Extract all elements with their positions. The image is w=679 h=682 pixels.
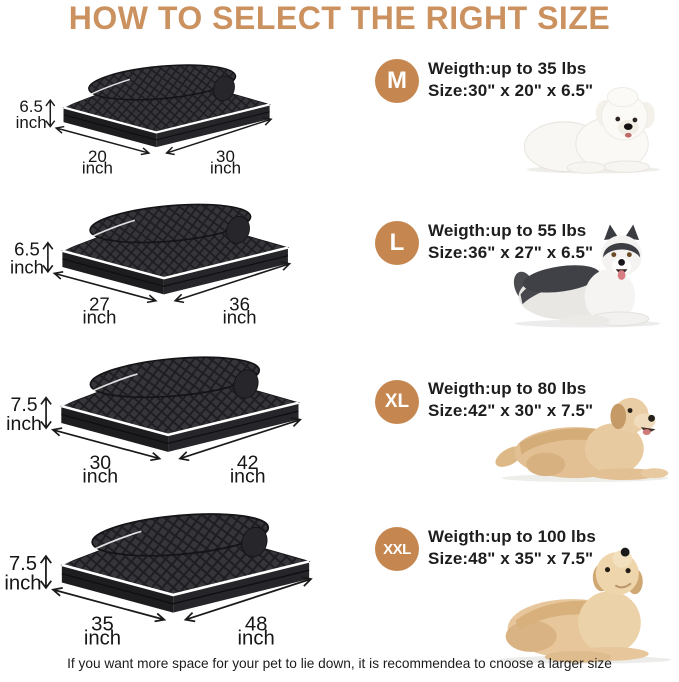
bed-base — [61, 561, 310, 613]
height-value: 6.5 — [19, 97, 43, 116]
width-value: 27 — [89, 293, 110, 314]
bed-bolster — [89, 203, 252, 244]
width-dimension-arrow — [52, 270, 158, 304]
footer-note: If you want more space for your pet to l… — [67, 656, 612, 671]
bed-bolster — [88, 64, 237, 101]
bed-piping-left — [62, 219, 136, 252]
bed-base — [62, 247, 289, 295]
dimension-labels: 6.5 inch 27 inch 36 inch — [10, 239, 257, 325]
bed-illustration-l: 6.5 inch 27 inch 36 inch — [10, 203, 292, 325]
height-dimension-arrow — [39, 554, 52, 590]
bed-illustration-xl: 7.5 inch 30 inch 42 inch — [6, 356, 302, 484]
width-value: 30 — [89, 452, 111, 474]
bed-piping-left — [63, 78, 130, 109]
width-unit: inch — [82, 306, 116, 325]
golden-retriever-photo — [495, 397, 669, 482]
length-dimension-arrow — [173, 261, 292, 304]
height-unit: inch — [10, 256, 44, 277]
bed-piping-left — [61, 530, 142, 566]
bed-piping-left — [60, 373, 138, 407]
size-label: Size:36" x 27" x 6.5" — [428, 243, 594, 262]
page-title: HOW TO SELECT THE RIGHT SIZE — [68, 0, 611, 36]
length-dimension-arrow — [183, 576, 313, 623]
size-badge-xl: XL — [375, 380, 419, 424]
width-value: 35 — [91, 613, 114, 635]
labrador-photo — [498, 547, 672, 664]
length-value: 48 — [245, 613, 268, 635]
height-value: 6.5 — [14, 239, 40, 260]
husky-dog-photo — [513, 224, 661, 328]
length-unit: inch — [230, 465, 266, 484]
specs-xl: Weigth:up to 80 lbs Size:42" x 30" x 7.5… — [428, 378, 678, 422]
dimension-labels: 6.5 inch 20 inch 30 inch — [16, 97, 241, 175]
height-unit: inch — [16, 113, 47, 132]
height-value: 7.5 — [10, 394, 37, 416]
specs-xxl: Weigth:up to 100 lbs Size:48" x 35" x 7.… — [428, 526, 678, 570]
size-badge-xxl: XXL — [375, 527, 419, 571]
width-unit: inch — [82, 465, 118, 484]
bed-base — [63, 104, 270, 148]
size-badge-l: L — [375, 221, 419, 265]
weight-label: Weigth:up to 35 lbs — [428, 59, 587, 78]
bed-bolster — [91, 513, 270, 558]
length-unit: inch — [238, 627, 275, 646]
size-badge-m: M — [375, 59, 419, 103]
bed-piping — [61, 560, 310, 597]
white-fluffy-dog-photo — [523, 87, 660, 174]
length-dimension-arrow — [178, 417, 302, 462]
size-label: Size:42" x 30" x 7.5" — [428, 401, 594, 420]
width-unit: inch — [82, 159, 113, 175]
weight-label: Weigth:up to 55 lbs — [428, 221, 587, 240]
width-unit: inch — [84, 627, 121, 646]
height-dimension-arrow — [40, 396, 52, 430]
length-dimension-arrow — [165, 116, 273, 156]
specs-l: Weigth:up to 55 lbs Size:36" x 27" x 6.5… — [428, 220, 678, 264]
length-value: 30 — [216, 147, 235, 166]
width-dimension-arrow — [50, 427, 162, 462]
specs-m: Weigth:up to 35 lbs Size:30" x 20" x 6.5… — [428, 58, 678, 102]
size-label: Size:48" x 35" x 7.5" — [428, 549, 594, 568]
height-unit: inch — [4, 573, 41, 595]
dimension-labels: 7.5 inch 30 inch 42 inch — [6, 394, 265, 484]
bed-piping — [60, 401, 299, 437]
width-value: 20 — [88, 147, 107, 166]
height-value: 7.5 — [9, 553, 37, 575]
length-unit: inch — [210, 159, 241, 175]
dimension-labels: 7.5 inch 35 inch 48 inch — [4, 553, 274, 646]
bed-base — [61, 402, 299, 452]
height-unit: inch — [6, 413, 42, 435]
length-value: 36 — [229, 293, 250, 314]
bed-piping — [62, 246, 289, 280]
length-unit: inch — [223, 306, 257, 325]
weight-label: Weigth:up to 100 lbs — [428, 527, 596, 546]
height-dimension-arrow — [45, 98, 56, 128]
width-dimension-arrow — [54, 125, 151, 156]
bed-illustration-xxl: 7.5 inch 35 inch 48 inch — [4, 513, 313, 646]
size-label: Size:30" x 20" x 6.5" — [428, 81, 594, 100]
length-value: 42 — [237, 452, 259, 474]
bed-piping — [63, 103, 270, 134]
bed-bolster — [89, 356, 261, 399]
weight-label: Weigth:up to 80 lbs — [428, 379, 587, 398]
height-dimension-arrow — [42, 241, 54, 274]
width-dimension-arrow — [51, 586, 167, 623]
bed-illustration-m: 6.5 inch 20 inch 30 inch — [16, 64, 273, 175]
